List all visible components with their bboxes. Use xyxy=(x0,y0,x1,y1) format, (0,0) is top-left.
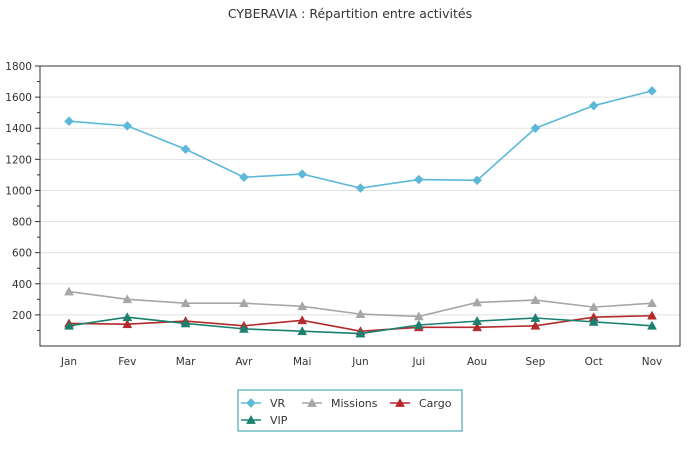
legend-label: Missions xyxy=(331,397,378,410)
data-point xyxy=(238,298,249,308)
data-point xyxy=(238,323,249,333)
x-tick-label: Jun xyxy=(351,356,368,368)
x-tick-label: Mai xyxy=(293,356,311,368)
data-point xyxy=(122,319,133,329)
y-tick-label: 1000 xyxy=(5,185,32,197)
data-point xyxy=(307,397,317,407)
data-point xyxy=(413,174,424,185)
data-point xyxy=(530,123,541,134)
x-tick-label: Jui xyxy=(411,356,425,368)
chart-title: CYBERAVIA : Répartition entre activités xyxy=(228,6,472,21)
x-tick-label: Nov xyxy=(642,356,663,368)
data-point xyxy=(355,183,366,193)
data-point xyxy=(588,316,599,326)
y-tick-label: 400 xyxy=(12,279,32,291)
legend-label: Cargo xyxy=(419,397,452,410)
data-point xyxy=(297,315,308,325)
legend-item-vip: VIP xyxy=(241,414,288,427)
legend-item-cargo: Cargo xyxy=(390,397,452,410)
data-point xyxy=(530,320,541,330)
data-point xyxy=(472,316,483,325)
y-tick-label: 200 xyxy=(12,310,32,322)
data-point xyxy=(588,302,599,311)
y-axis: 200 400 600 800 1000 1200 1400 1600 1800 xyxy=(5,61,40,331)
data-point xyxy=(122,121,133,131)
x-tick-label: Avr xyxy=(235,356,253,368)
data-point xyxy=(122,294,133,304)
x-tick-label: Fev xyxy=(118,356,136,368)
data-point xyxy=(297,301,308,311)
data-point xyxy=(180,144,191,155)
y-tick-label: 1400 xyxy=(5,123,32,135)
x-tick-label: Sep xyxy=(526,356,546,368)
x-tick-label: Aou xyxy=(467,356,487,368)
data-point xyxy=(239,172,249,183)
legend-item-missions: Missions xyxy=(302,397,378,410)
data-point xyxy=(246,398,256,408)
x-axis: Jan Fev Mar Avr Mai Jun Jui Aou Sep Oct Nov xyxy=(60,356,662,368)
data-point xyxy=(64,116,74,127)
legend-label: VIP xyxy=(270,414,288,427)
data-point xyxy=(647,310,657,320)
series-line xyxy=(68,90,653,189)
data-point xyxy=(180,298,191,308)
data-point xyxy=(395,397,405,407)
series-layer xyxy=(64,86,657,338)
data-point xyxy=(122,312,133,322)
x-tick-label: Jan xyxy=(60,356,77,368)
legend-item-vr: VR xyxy=(241,397,286,410)
data-point xyxy=(355,328,366,338)
legend: VR Missions Cargo VIP xyxy=(237,389,463,432)
data-point xyxy=(246,414,256,424)
legend-label: VR xyxy=(270,397,286,410)
y-tick-label: 600 xyxy=(12,248,32,260)
data-point xyxy=(413,319,424,329)
series-vip xyxy=(64,312,657,338)
plot-frame xyxy=(39,65,681,347)
series-vr xyxy=(64,86,657,193)
data-point xyxy=(297,326,308,336)
legend-box xyxy=(237,389,463,432)
data-point xyxy=(297,169,308,179)
data-point xyxy=(355,309,366,318)
y-tick-label: 1200 xyxy=(5,154,32,166)
series-missions xyxy=(64,286,657,321)
data-point xyxy=(530,312,541,322)
x-tick-label: Mar xyxy=(176,356,196,368)
data-point xyxy=(180,318,191,328)
y-tick-label: 800 xyxy=(12,217,32,229)
data-point xyxy=(647,86,657,96)
data-point xyxy=(64,286,74,296)
y-tick-label: 1600 xyxy=(5,92,32,104)
data-point xyxy=(647,298,657,308)
data-point xyxy=(472,297,483,307)
data-point xyxy=(472,175,482,186)
x-tick-label: Oct xyxy=(585,356,603,368)
data-point xyxy=(588,100,599,111)
data-point xyxy=(472,322,483,332)
data-point xyxy=(530,295,541,304)
y-tick-label: 1800 xyxy=(5,61,32,73)
data-point xyxy=(64,320,74,330)
data-point xyxy=(647,320,657,330)
